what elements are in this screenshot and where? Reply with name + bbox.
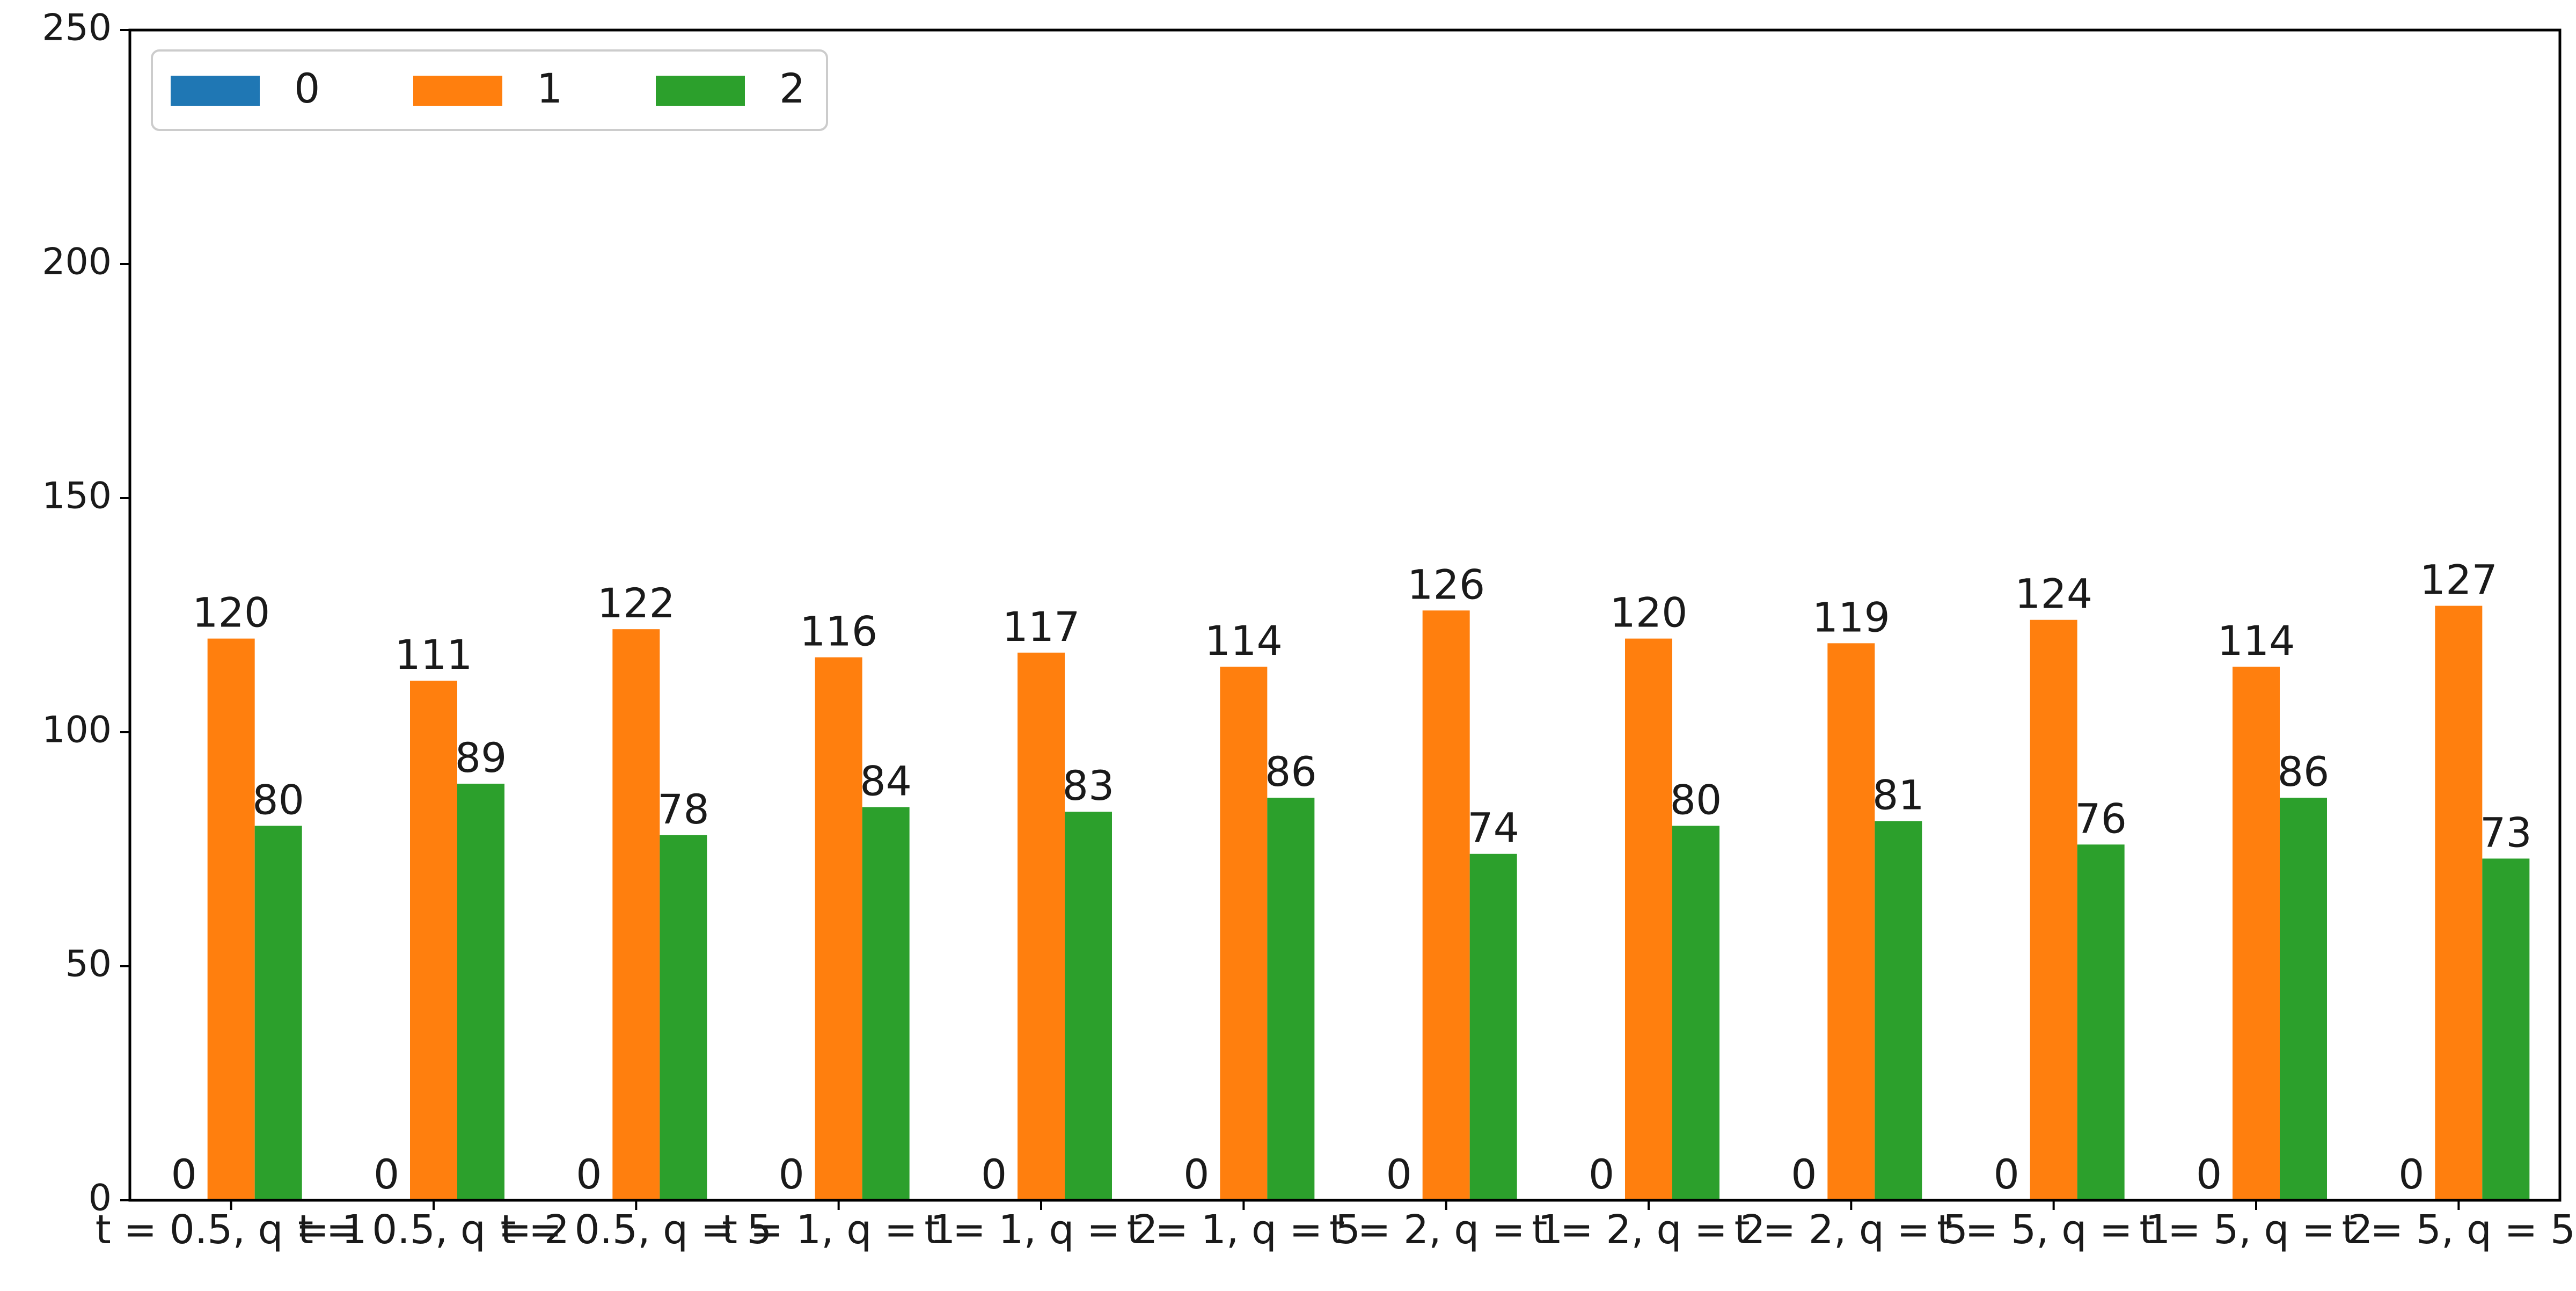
data-label: 116 [800,607,877,655]
bar-series-2 [862,807,910,1200]
data-label: 0 [2196,1150,2222,1198]
data-label: 86 [2278,748,2330,796]
data-label: 84 [860,757,912,805]
data-label: 0 [778,1150,804,1198]
bar-series-1 [410,681,457,1200]
legend-swatch-1 [413,76,502,106]
bar-series-1 [612,629,660,1200]
data-label: 124 [2015,570,2092,618]
bar-series-2 [1672,826,1719,1200]
data-labels-layer: 0 120 80 0 111 89 0 122 78 0 116 84 0 117 83 0 114 86 0 126… [171,556,2531,1198]
x-tick-label: t = 1, q = 1 [722,1207,955,1253]
data-label: 78 [657,785,709,833]
x-tick-label: t = 2, q = 2 [1532,1207,1765,1253]
legend: 0 1 2 [151,49,828,131]
data-label: 0 [1589,1150,1614,1198]
legend-label: 1 [537,64,562,112]
x-tick-label: t = 0.5, q = 2 [298,1207,569,1253]
legend-label: 0 [294,64,320,112]
y-tick-label: 250 [42,7,112,49]
data-label: 81 [1872,771,1924,819]
data-label: 111 [394,631,472,679]
bar-series-1 [815,657,862,1200]
data-label: 74 [1467,804,1519,852]
y-tick-label: 50 [65,943,112,986]
data-label: 80 [252,776,304,823]
bar-series-2 [1267,798,1315,1200]
y-axis: 0 50 100 150 200 250 [42,7,130,1220]
bars-layer [207,606,2530,1200]
data-label: 114 [2217,617,2295,665]
data-label: 120 [192,589,270,637]
bar-series-2 [2482,858,2530,1200]
data-label: 0 [374,1150,399,1198]
data-label: 122 [597,579,675,627]
bar-series-1 [1220,666,1268,1200]
x-tick-label: t = 0.5, q = 1 [96,1207,367,1253]
data-label: 126 [1407,560,1485,608]
x-tick-label: t = 0.5, q = 5 [500,1207,772,1253]
data-label: 76 [2075,794,2127,842]
data-label: 0 [1791,1150,1817,1198]
bar-series-2 [2077,844,2125,1200]
data-label: 127 [2420,556,2498,604]
x-tick-label: t = 5, q = 5 [2342,1207,2575,1253]
data-label: 0 [2398,1150,2424,1198]
x-tick-label: t = 5, q = 1 [1937,1207,2170,1253]
bar-series-1 [207,638,255,1200]
x-tick-label: t = 2, q = 1 [1329,1207,1563,1253]
bar-series-1 [2435,606,2483,1200]
data-label: 0 [1183,1150,1209,1198]
y-tick-label: 150 [42,475,112,517]
data-label: 119 [1812,593,1890,641]
legend-swatch-0 [171,76,260,106]
bar-series-1 [1827,643,1875,1200]
data-label: 73 [2480,808,2532,856]
bar-series-1 [2030,619,2077,1200]
data-label: 83 [1063,762,1115,809]
bar-series-1 [1422,610,1470,1200]
data-label: 0 [576,1150,602,1198]
bar-series-2 [1875,821,1922,1200]
y-tick-label: 200 [42,241,112,283]
legend-label: 2 [779,64,805,112]
y-tick-label: 100 [42,709,112,752]
y-tick-label: 0 [89,1177,112,1220]
bar-series-1 [1625,638,1672,1200]
bar-series-2 [660,835,707,1200]
bar-series-2 [254,826,302,1200]
x-axis: t = 0.5, q = 1t = 0.5, q = 2t = 0.5, q =… [96,1200,2575,1253]
x-tick-label: t = 1, q = 2 [924,1207,1158,1253]
data-label: 80 [1670,776,1722,823]
bar-series-1 [2233,666,2280,1200]
data-label: 0 [171,1150,196,1198]
bar-series-1 [1018,652,1065,1200]
data-label: 0 [1386,1150,1411,1198]
x-tick-label: t = 2, q = 5 [1735,1207,1968,1253]
data-label: 89 [455,734,507,782]
legend-swatch-2 [656,76,745,106]
data-label: 86 [1265,748,1317,796]
data-label: 0 [1993,1150,2019,1198]
bar-series-2 [1065,812,1112,1200]
plot-area-frame [128,28,2562,1202]
data-label: 120 [1609,589,1687,637]
bar-series-2 [1469,854,1517,1200]
x-tick-label: t = 5, q = 2 [2139,1207,2373,1253]
x-tick-label: t = 1, q = 5 [1127,1207,1360,1253]
data-label: 0 [981,1150,1007,1198]
bar-series-2 [457,783,504,1200]
data-label: 114 [1205,617,1283,665]
bar-series-2 [2280,798,2327,1200]
data-label: 117 [1002,603,1080,651]
